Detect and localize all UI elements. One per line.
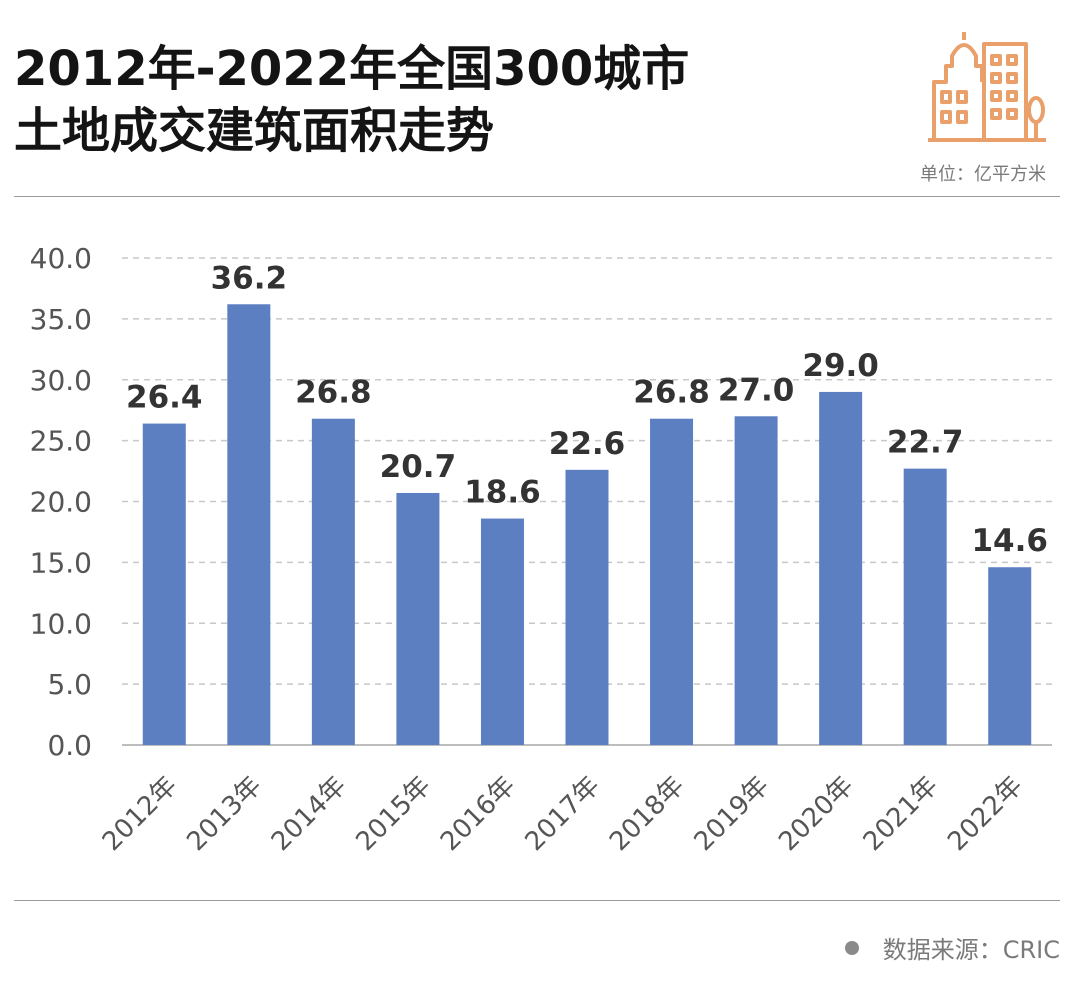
- bar: [734, 416, 778, 745]
- x-tick-label: 2021年: [858, 771, 944, 857]
- bar-chart: 0.0 5.0 10.0 15.0 20.0 25.0 30.0 35.0 40.0 26.4 3…: [30, 242, 1052, 857]
- value-label: 26.4: [126, 380, 203, 416]
- bar: [903, 468, 947, 745]
- bar: [227, 304, 271, 745]
- top-divider: [14, 196, 1060, 197]
- value-label: 22.6: [549, 426, 626, 462]
- grid-lines: [122, 257, 1052, 746]
- chart-title: 2012年-2022年全国300城市 土地成交建筑面积走势: [14, 38, 689, 162]
- x-tick-label: 2020年: [773, 771, 859, 857]
- y-tick-label: 40.0: [30, 242, 92, 275]
- value-label: 20.7: [380, 449, 457, 485]
- y-tick-label: 30.0: [30, 364, 92, 397]
- city-buildings-icon: [928, 32, 1046, 142]
- x-tick-label: 2019年: [689, 771, 775, 857]
- x-tick-label: 2016年: [435, 771, 521, 857]
- value-label: 26.8: [295, 375, 372, 411]
- y-tick-label: 10.0: [30, 607, 92, 640]
- x-tick-label: 2022年: [942, 771, 1028, 857]
- unit-label: 单位：亿平方米: [920, 164, 1046, 185]
- y-axis-ticks: 0.0 5.0 10.0 15.0 20.0 25.0 30.0 35.0 40.0: [30, 242, 92, 762]
- value-label: 36.2: [211, 260, 288, 296]
- source-note: 数据来源：CRIC: [844, 930, 1060, 965]
- value-label: 14.6: [971, 523, 1048, 559]
- y-tick-label: 5.0: [47, 668, 92, 701]
- y-tick-label: 20.0: [30, 486, 92, 519]
- y-tick-label: 25.0: [30, 425, 92, 458]
- bar: [819, 391, 863, 745]
- bullet-dot: [844, 940, 859, 955]
- value-label: 22.7: [887, 425, 964, 461]
- source-text: 数据来源：CRIC: [882, 936, 1060, 964]
- value-labels: 26.436.226.820.718.622.626.8 27.029.022.7…: [126, 260, 1048, 559]
- value-label: 27.0: [718, 372, 795, 408]
- bar: [480, 518, 524, 745]
- bars: [142, 304, 1032, 745]
- bar: [142, 423, 186, 745]
- bar: [565, 469, 609, 745]
- bottom-divider: [14, 900, 1060, 901]
- y-tick-label: 15.0: [30, 546, 92, 579]
- x-tick-label: 2012年: [97, 771, 183, 857]
- bar: [988, 567, 1032, 745]
- x-tick-label: 2017年: [520, 771, 606, 857]
- chart-title-line2: 土地成交建筑面积走势: [14, 103, 495, 159]
- value-label: 18.6: [464, 475, 541, 511]
- y-tick-label: 35.0: [30, 303, 92, 336]
- value-label: 26.8: [633, 375, 710, 411]
- x-tick-label: 2015年: [350, 771, 436, 857]
- bar: [396, 492, 440, 745]
- x-tick-label: 2014年: [266, 771, 352, 857]
- x-tick-label: 2018年: [604, 771, 690, 857]
- chart-title-line1: 2012年-2022年全国300城市: [14, 41, 690, 97]
- x-tick-label: 2013年: [181, 771, 267, 857]
- x-axis-ticks: 2012年2013年2014年2015年2016年2017年2018年2019年…: [97, 771, 1029, 857]
- y-tick-label: 0.0: [47, 729, 92, 762]
- bar: [311, 418, 355, 745]
- value-label: 29.0: [802, 348, 879, 384]
- bar: [650, 418, 694, 745]
